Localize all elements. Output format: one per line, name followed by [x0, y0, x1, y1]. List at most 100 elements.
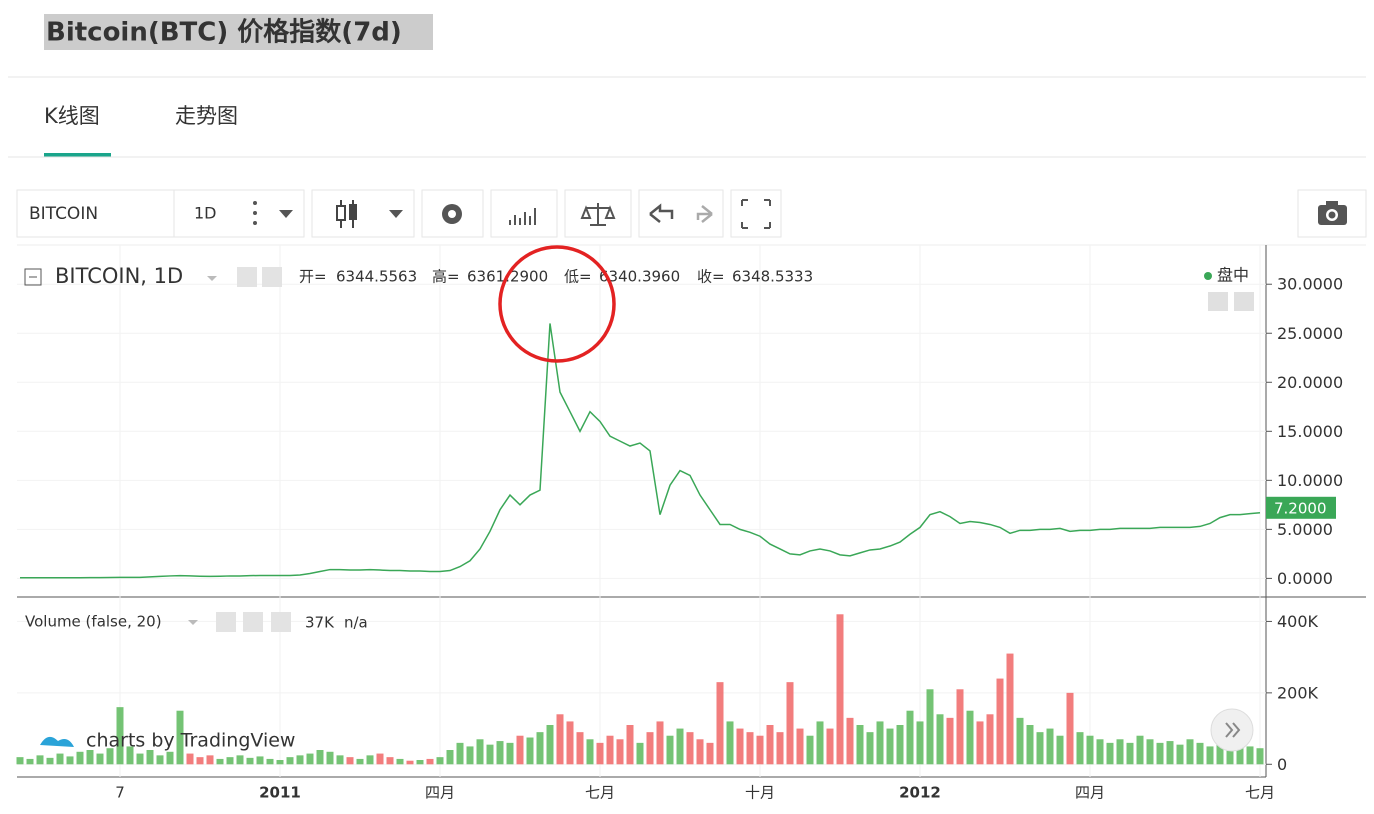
volume-bar — [616, 739, 624, 765]
volume-bar — [676, 728, 684, 765]
label: 高= — [432, 268, 460, 286]
volume-bar — [1086, 735, 1094, 765]
volume-bar — [276, 760, 284, 765]
volume-bar — [396, 758, 404, 765]
volume-bar — [1106, 742, 1114, 765]
volume-name: Volume (false, 20) — [25, 613, 162, 631]
volume-bar — [136, 753, 144, 765]
last-price-box — [1266, 496, 1336, 519]
volume-bar — [606, 735, 614, 765]
volume-bar — [1136, 735, 1144, 765]
interval: 1D — [194, 204, 217, 223]
volume-bar — [316, 750, 324, 765]
volume-bar — [36, 755, 44, 765]
volume-bar — [1076, 732, 1084, 765]
volume-bar — [1186, 739, 1194, 765]
y-tick-label: 0 — [1277, 755, 1287, 774]
volume-bar — [326, 751, 334, 765]
watermark: charts by TradingView — [40, 730, 295, 752]
value: 6344.5563 — [336, 268, 417, 286]
volume-bar — [1116, 739, 1124, 765]
volume-bar — [126, 746, 134, 765]
volume-bar — [546, 725, 554, 765]
y-tick-label: 0.0000 — [1277, 569, 1333, 588]
x-tick-label: 七月 — [585, 784, 615, 802]
volume-bar — [186, 753, 194, 765]
volume-bar — [106, 748, 114, 765]
volume-bar — [176, 710, 184, 765]
volume-bar — [916, 721, 924, 765]
volume-bar — [16, 757, 24, 765]
volume-bar — [306, 753, 314, 765]
title-highlight — [44, 14, 433, 50]
volume-bar — [1016, 717, 1024, 765]
volume-bar — [1006, 653, 1014, 765]
volume-bar — [216, 758, 224, 765]
last-price-label: 7.2000 — [1274, 499, 1327, 517]
volume-value: 37K — [305, 614, 335, 632]
volume-bar — [1046, 728, 1054, 765]
x-tick-label: 四月 — [1075, 784, 1105, 802]
tab[interactable]: 走势图 — [175, 104, 238, 128]
fullscreen[interactable] — [730, 189, 782, 238]
volume-bar — [336, 755, 344, 765]
volume-bar — [856, 725, 864, 765]
volume-bar — [876, 721, 884, 765]
volume-bar — [826, 728, 834, 765]
volume-bar — [246, 757, 254, 765]
volume-bar — [476, 739, 484, 765]
volume-bar — [1206, 746, 1214, 765]
x-tick-label: 七月 — [1245, 784, 1275, 802]
y-tick-label: 200K — [1277, 683, 1319, 702]
grid — [17, 245, 1272, 777]
volume-bar — [1166, 741, 1174, 765]
volume-bar — [296, 755, 304, 765]
volume-bar — [66, 756, 74, 765]
volume-bar — [686, 732, 694, 765]
volume-bar — [746, 732, 754, 765]
volume-bar — [966, 710, 974, 765]
y-tick-label: 25.0000 — [1277, 324, 1343, 343]
volume-bar — [526, 737, 534, 765]
volume-bar — [56, 753, 64, 765]
volume-bar — [356, 758, 364, 765]
value: 6340.3960 — [599, 268, 680, 286]
volume-bar — [636, 742, 644, 765]
snapshot[interactable] — [1297, 189, 1367, 238]
volume-bar — [286, 757, 294, 765]
value: 6348.5333 — [732, 268, 813, 286]
volume-bar — [846, 717, 854, 765]
volume-bar — [656, 721, 664, 765]
volume-bar — [1176, 744, 1184, 765]
status: 盘中 — [1217, 266, 1249, 285]
x-tick-label: 2011 — [259, 784, 301, 802]
x-tick-label: 四月 — [425, 784, 455, 802]
tab[interactable]: K线图 — [44, 104, 100, 128]
volume-bar — [26, 758, 34, 765]
volume-bar — [376, 753, 384, 765]
volume-bar — [996, 678, 1004, 765]
volume-bar — [626, 725, 634, 765]
volume-bar — [116, 707, 124, 765]
volume-bar — [456, 742, 464, 765]
volume-bar — [786, 682, 794, 765]
volume-bar — [566, 721, 574, 765]
volume-bar — [706, 742, 714, 765]
symbol-box[interactable] — [16, 189, 175, 238]
volume-bar — [936, 714, 944, 765]
symbol: BITCOIN — [29, 204, 98, 224]
volume-bar — [596, 742, 604, 765]
y-tick-label: 15.0000 — [1277, 422, 1343, 441]
volume-bar — [266, 758, 274, 765]
watermark-text[interactable]: charts by TradingView — [86, 730, 295, 752]
volume-bar — [926, 689, 934, 765]
volume-bar — [836, 614, 844, 765]
volume-bar — [1246, 746, 1254, 765]
volume-bar — [536, 732, 544, 765]
volume-bar — [776, 732, 784, 765]
volume-bar — [1226, 744, 1234, 765]
volume-bar — [496, 741, 504, 765]
volume-bar — [796, 728, 804, 765]
label: 开= — [299, 268, 327, 286]
